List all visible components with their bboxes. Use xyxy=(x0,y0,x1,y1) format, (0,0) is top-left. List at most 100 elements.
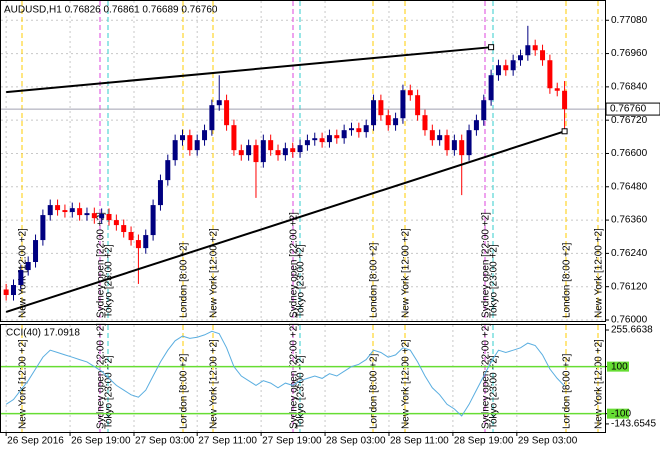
candle-body xyxy=(77,208,83,216)
y-tick-label: 0.76360 xyxy=(611,215,648,226)
session-label: New York [12:00 +2] xyxy=(401,228,412,318)
last-price-label: 0.76760 xyxy=(610,104,647,115)
session-label: London [8:00 +2] xyxy=(562,353,573,429)
candle-body xyxy=(437,135,443,141)
y-tick-label: 0.76840 xyxy=(611,82,648,93)
candle-body xyxy=(172,140,178,161)
session-label: Sydney open [22:00 +2] xyxy=(289,323,300,429)
candle-body xyxy=(495,65,501,76)
candle-body xyxy=(231,125,237,151)
candle-body xyxy=(194,140,200,151)
candle-body xyxy=(466,130,472,156)
candle-body xyxy=(47,205,53,216)
x-tick-label: 28 Sep 19:00 xyxy=(454,436,514,447)
session-label: London [8:00 +2] xyxy=(369,353,380,429)
cci-line xyxy=(5,330,565,417)
candle-body xyxy=(503,65,509,71)
candle-body xyxy=(407,90,413,96)
session-label: London [8:00 +2] xyxy=(179,242,190,318)
candle-body xyxy=(319,138,325,143)
candle-body xyxy=(290,148,296,153)
candle-body xyxy=(150,205,156,236)
candle-body xyxy=(202,130,208,141)
cci-label: CCI(40) 17.0918 xyxy=(6,328,80,339)
level-tag xyxy=(607,361,629,372)
x-tick-label: 28 Sep 03:00 xyxy=(326,436,386,447)
session-label: Sydney open [22:00 +2] xyxy=(289,212,300,318)
y-tick-label: 0.77080 xyxy=(611,15,648,26)
trendline xyxy=(6,46,492,94)
y-tick-label: -143.6545 xyxy=(611,419,656,430)
candle-body xyxy=(84,213,90,216)
y-tick-label: 0.76960 xyxy=(611,48,648,59)
candle-body xyxy=(429,130,435,141)
session-label: New York [12:00 +2] xyxy=(594,339,605,429)
candle-body xyxy=(10,285,16,296)
candle-body xyxy=(415,95,421,116)
candle-body xyxy=(341,130,347,139)
candle-body xyxy=(253,145,259,163)
candle-body xyxy=(209,105,215,131)
y-tick-label: 0.76120 xyxy=(611,281,648,292)
candle-body xyxy=(385,115,391,126)
session-label: Tokyo [23:00 +2] xyxy=(104,244,115,318)
candle-body xyxy=(260,140,266,163)
candle-body xyxy=(25,261,31,271)
level-tag xyxy=(607,408,629,419)
session-label: Tokyo [23:00 +2] xyxy=(296,355,307,429)
y-tick-label: 0.76600 xyxy=(611,148,648,159)
session-label: Tokyo [23:00 +2] xyxy=(104,355,115,429)
candle-body xyxy=(113,220,119,226)
candle-body xyxy=(99,213,105,219)
session-label: Sydney open [22:00 +2] xyxy=(481,323,492,429)
session-label: London [8:00 +2] xyxy=(369,242,380,318)
trendline-anchor xyxy=(561,128,568,135)
candle-body xyxy=(297,145,303,153)
candle-body xyxy=(532,45,538,51)
candle-body xyxy=(326,135,332,143)
trendline-anchor xyxy=(488,44,495,51)
candle-body xyxy=(334,135,340,139)
candle-body xyxy=(106,213,112,221)
candle-body xyxy=(55,205,61,211)
candle-body xyxy=(135,240,141,249)
candle-body xyxy=(128,232,134,241)
session-label: New York [12:00 +2] xyxy=(18,339,29,429)
candle-body xyxy=(275,150,281,156)
cci-pane-border xyxy=(0,324,606,433)
x-tick-label: 28 Sep 11:00 xyxy=(390,436,449,447)
y-tick-label: 0.76720 xyxy=(611,115,648,126)
candle-body xyxy=(481,100,487,121)
candle-body xyxy=(363,125,369,133)
session-label: New York [12:00 +2] xyxy=(594,228,605,318)
candle-body xyxy=(459,140,465,156)
candle-body xyxy=(422,115,428,131)
session-label: Sydney open [22:00 +2] xyxy=(96,212,107,318)
candle-body xyxy=(393,118,399,126)
candle-body xyxy=(69,208,75,213)
candle-body xyxy=(547,60,553,89)
candle-body xyxy=(304,140,310,146)
candle-body xyxy=(348,128,354,131)
candle-body xyxy=(18,270,24,286)
candle-body xyxy=(510,60,516,71)
candle-body xyxy=(400,90,406,119)
candle-body xyxy=(224,100,230,126)
candle-body xyxy=(488,75,494,101)
x-tick-label: 26 Sep 2016 xyxy=(7,436,64,447)
y-tick-label: 0.76240 xyxy=(611,248,648,259)
candle-body xyxy=(179,135,185,141)
chart-title: AUDUSD,H1 0.76826 0.76861 0.76689 0.7676… xyxy=(4,5,218,16)
main-pane-border xyxy=(0,0,606,322)
candle-body xyxy=(246,145,252,156)
candle-body xyxy=(371,100,377,126)
session-label: Sydney open [22:00 +2] xyxy=(96,323,107,429)
session-label: New York [12:00 +2] xyxy=(401,339,412,429)
candle-body xyxy=(473,120,479,131)
candle-body xyxy=(216,100,222,106)
y-tick-label: -100 xyxy=(611,408,631,419)
y-tick-label: 100 xyxy=(611,361,628,372)
candle-body xyxy=(238,150,244,156)
candle-body xyxy=(378,100,384,116)
